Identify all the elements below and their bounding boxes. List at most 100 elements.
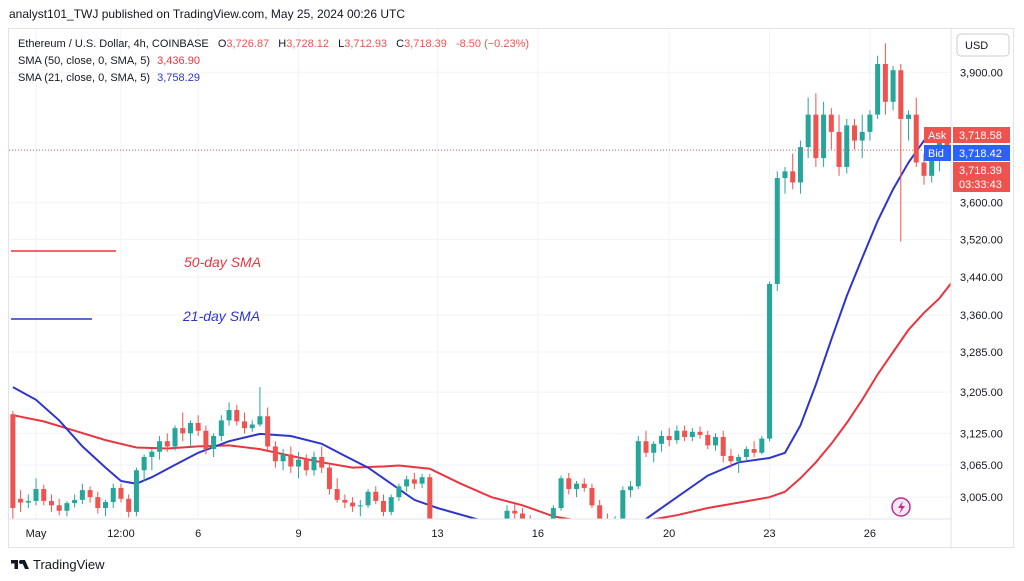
candle-body	[643, 441, 649, 453]
currency-button[interactable]: USD	[956, 33, 1010, 57]
candle	[867, 110, 873, 141]
candle-body	[712, 437, 719, 446]
candle	[720, 430, 726, 463]
candle-body	[574, 483, 580, 490]
candle-body	[836, 131, 842, 167]
candle-body	[172, 428, 178, 447]
candle-body	[767, 283, 773, 439]
candle	[187, 420, 193, 447]
candle-body	[635, 441, 641, 487]
price-tick-label: 3,065.00	[960, 460, 1003, 472]
candle	[288, 446, 294, 473]
candle	[380, 494, 386, 517]
price-axis[interactable]: 3,005.00 3,065.00 3,125.00 3,205.00 3,285.00…	[960, 67, 1003, 504]
candle-body	[87, 490, 93, 498]
candle	[118, 483, 124, 503]
legend-sma21-label: SMA (21, close, 0, SMA, 5)	[18, 72, 150, 84]
tradingview-logo-icon	[11, 560, 29, 569]
candle-body	[118, 487, 124, 499]
candle	[628, 480, 634, 498]
candle	[859, 114, 865, 159]
candle	[311, 451, 317, 476]
candle-body	[790, 171, 796, 183]
candle-body	[813, 114, 819, 159]
candle-body	[357, 505, 363, 507]
candle-body	[589, 487, 595, 506]
candles[interactable]	[10, 43, 957, 549]
candle	[674, 425, 680, 444]
candle-body	[512, 510, 518, 514]
candle-body	[828, 114, 834, 132]
candle	[365, 489, 371, 509]
candle	[759, 435, 765, 455]
candle	[581, 478, 587, 492]
candle-body	[396, 486, 402, 498]
candle	[558, 475, 564, 511]
candle-body	[404, 479, 410, 487]
candle	[782, 166, 788, 194]
candle-body	[705, 434, 711, 446]
candle-body	[342, 499, 348, 503]
candle	[48, 494, 54, 512]
candle-body	[921, 162, 927, 176]
candle-body	[257, 416, 263, 425]
last-price-value: 3,718.39	[959, 165, 1002, 177]
candle-body	[319, 456, 325, 468]
candle-body	[689, 431, 695, 438]
candle-body	[550, 508, 556, 519]
candle-body	[697, 431, 703, 435]
published-line: analyst101_TWJ published on TradingView.…	[9, 7, 405, 21]
legend-sma50-label: SMA (50, close, 0, SMA, 5)	[18, 55, 150, 67]
candle	[736, 454, 742, 473]
candle	[296, 451, 302, 479]
candle	[658, 430, 664, 452]
candle	[427, 474, 433, 519]
candle	[613, 516, 618, 525]
grid	[9, 29, 951, 519]
sma-annotations: 50-day SMA 21-day SMA	[11, 250, 261, 324]
price-tick-label: 3,205.00	[960, 387, 1003, 399]
candle-body	[898, 70, 904, 119]
candle-body	[249, 424, 255, 429]
candle-body	[651, 443, 657, 453]
candle	[519, 508, 525, 519]
sma50-annotation-text: 50-day SMA	[184, 254, 261, 270]
candle-body	[859, 131, 865, 141]
candle	[767, 281, 773, 442]
candle-body	[218, 420, 224, 436]
candle-body	[25, 500, 31, 503]
candle-body	[133, 470, 139, 512]
chart-frame[interactable]: Ethereum / U.S. Dollar, 4h, COINBASE O3,…	[8, 28, 1015, 549]
candle	[882, 43, 888, 115]
candle	[813, 93, 819, 167]
candle-body	[736, 456, 742, 462]
currency-button-label: USD	[965, 40, 988, 52]
candle-body	[303, 459, 309, 471]
time-tick-label: May	[26, 528, 47, 540]
candle	[226, 402, 232, 426]
candle	[550, 505, 556, 519]
candle-body	[195, 422, 201, 431]
candle-body	[64, 503, 70, 511]
candle	[512, 504, 518, 519]
candle-body	[79, 490, 85, 500]
time-axis[interactable]: May 12:00 6 9 13 16 20 23 26	[26, 528, 876, 540]
candle	[110, 483, 116, 509]
sma21-annotation-text: 21-day SMA	[182, 308, 260, 324]
price-chart[interactable]: Ethereum / U.S. Dollar, 4h, COINBASE O3,…	[9, 29, 1015, 549]
candle-body	[265, 416, 271, 447]
time-tick-label: 23	[763, 528, 775, 540]
candle-body	[613, 519, 618, 525]
candle-body	[288, 454, 294, 467]
candle	[844, 118, 850, 174]
candle-body	[103, 502, 109, 509]
svg-text:Ethereum / U.S. Dollar, 4h, CO: Ethereum / U.S. Dollar, 4h, COINBASE O3,…	[18, 38, 529, 50]
candle	[357, 499, 363, 517]
sma-line	[12, 129, 951, 519]
candle	[157, 435, 163, 460]
hotlist-icon[interactable]	[891, 497, 911, 517]
time-tick-label: 6	[195, 528, 201, 540]
candle-body	[126, 498, 132, 512]
candle-body	[411, 479, 417, 484]
sma-lines	[12, 129, 951, 519]
